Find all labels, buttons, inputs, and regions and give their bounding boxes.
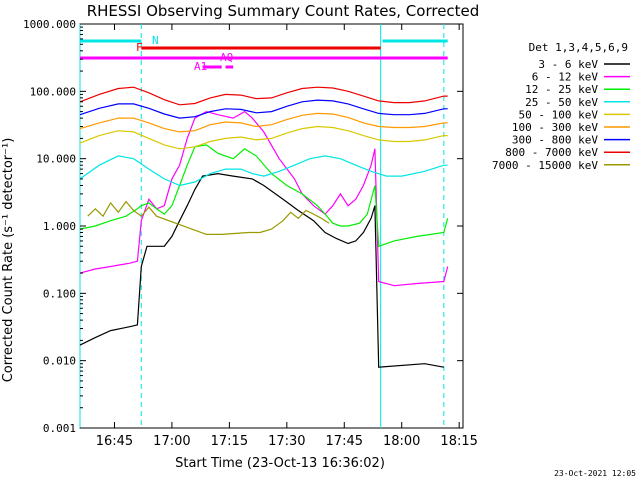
series-line-7 [79, 86, 448, 106]
x-tick-label-5: 18:00 [383, 434, 420, 449]
legend-label-6: 300 - 800 keV [512, 134, 598, 147]
y-tick-label-5: 0.010 [43, 355, 76, 368]
x-tick-label-3: 17:30 [268, 434, 305, 449]
series-line-5 [79, 112, 448, 133]
legend-label-3: 25 - 50 keV [525, 96, 598, 109]
flag-label-A1: A1 [194, 60, 207, 73]
legend-label-7: 800 - 7000 keV [505, 146, 598, 159]
series-line-1 [79, 110, 449, 287]
series-line-0 [79, 172, 444, 368]
x-tick-label-2: 17:15 [211, 434, 248, 449]
legend-title: Det 1,3,4,5,6,9 [529, 41, 628, 54]
legend-label-4: 50 - 100 keV [519, 108, 599, 121]
legend-label-5: 100 - 300 keV [512, 121, 598, 134]
flag-label-AQ: AQ [220, 51, 233, 64]
legend-label-2: 12 - 25 keV [525, 83, 598, 96]
legend-label-8: 7000 - 15000 keV [492, 159, 598, 172]
legend-label-0: 3 - 6 keV [538, 58, 598, 71]
x-axis-label: Start Time (23-Oct-13 16:36:02) [175, 456, 385, 471]
series-line-2 [79, 144, 449, 248]
plot-frame [79, 23, 464, 429]
plot-area: NF AQ A1 [79, 23, 464, 429]
y-axis-label: Corrected Count Rate (s⁻¹ detector⁻¹) [1, 138, 16, 383]
y-tick-label-1: 100.000 [30, 85, 76, 98]
series-line-4 [79, 125, 448, 150]
footer-timestamp: 23-Oct-2021 12:05 [554, 469, 636, 478]
series-line-6 [79, 99, 448, 119]
y-tick-label-4: 0.100 [43, 287, 76, 300]
y-tick-label-2: 10.000 [36, 153, 76, 166]
flag-label-F: F [136, 41, 143, 54]
y-tick-label-6: 0.001 [43, 422, 76, 435]
chart-title: RHESSI Observing Summary Count Rates, Co… [87, 2, 480, 20]
x-tick-label-6: 18:15 [440, 434, 477, 449]
y-tick-label-0: 1000.000 [23, 18, 76, 31]
series-line-3 [79, 155, 448, 187]
y-tick-label-3: 1.000 [43, 220, 76, 233]
y-axis: 1000.000 100.000 10.000 1.000 0.100 0.010 0.00… [23, 18, 463, 435]
x-tick-label-1: 17:00 [153, 434, 190, 449]
x-tick-label-4: 17:45 [326, 434, 363, 449]
x-axis: 16:45 17:00 17:15 17:30 17:45 18:00 18:15 [96, 24, 478, 449]
flag-label-N: N [152, 34, 159, 47]
legend-label-1: 6 - 12 keV [532, 71, 599, 84]
series-line-8 [87, 200, 330, 235]
x-tick-label-0: 16:45 [96, 434, 133, 449]
